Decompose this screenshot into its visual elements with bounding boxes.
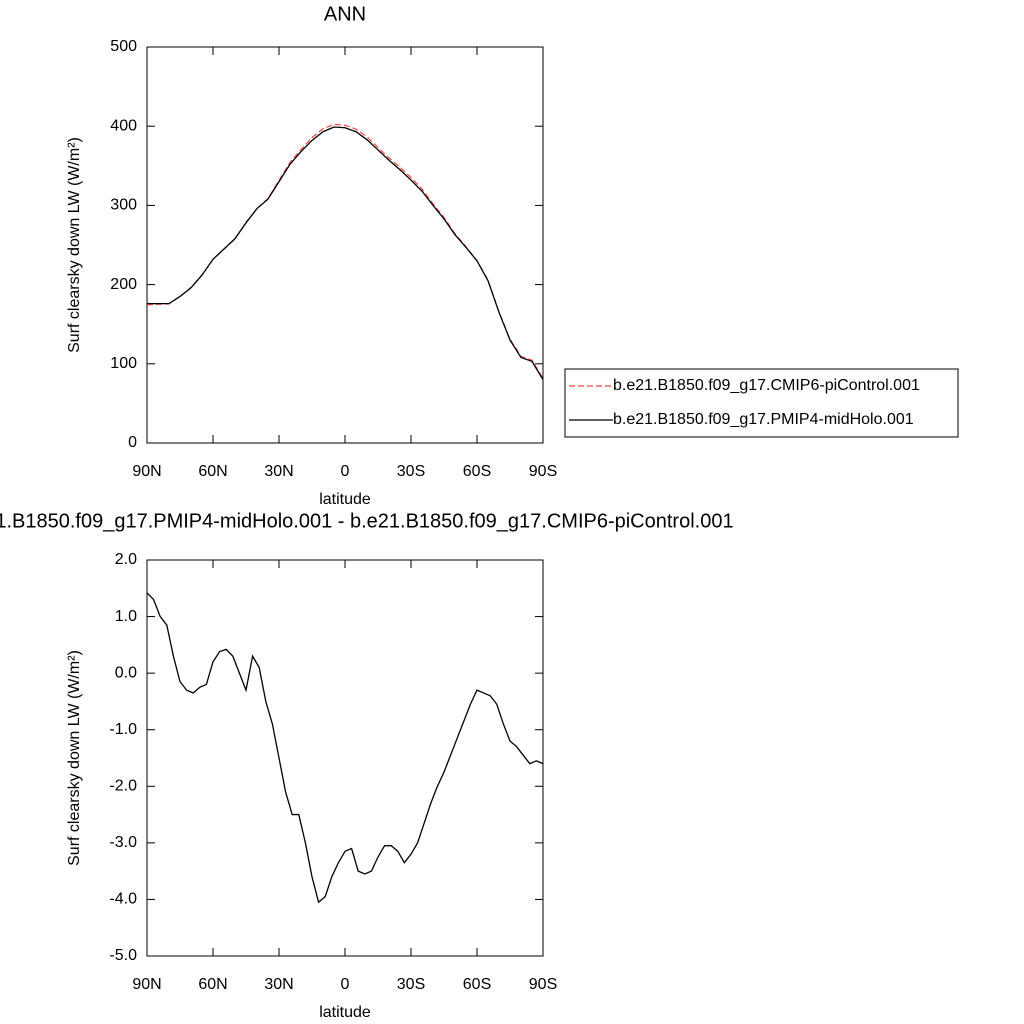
y-tick-label: -4.0 [109, 891, 137, 908]
x-tick-label: 0 [341, 463, 350, 480]
legend-label: b.e21.B1850.f09_g17.PMIP4-midHolo.001 [613, 411, 914, 428]
plot-frame [146, 46, 544, 444]
data-line [147, 126, 544, 380]
y-tick-label: 0.0 [115, 664, 137, 681]
y-tick-label: -2.0 [109, 778, 137, 795]
legend-label: b.e21.B1850.f09_g17.CMIP6-piControl.001 [613, 377, 920, 394]
y-axis-label: Surf clearsky down LW (W/m²) [66, 137, 83, 353]
y-tick-label: -5.0 [109, 947, 137, 964]
y-tick-label: 1.0 [115, 608, 137, 625]
y-tick-label: 400 [110, 117, 137, 134]
plot: ANN latitude Surf clearsky down LW (W/m²) 0… [66, 3, 959, 508]
x-tick-label: 30N [264, 976, 293, 993]
y-tick-label: 2.0 [115, 551, 137, 568]
data-line [146, 592, 544, 904]
chart-title: ANN [324, 3, 366, 25]
y-tick-label: 200 [110, 276, 137, 293]
x-tick-label: 0 [341, 976, 350, 993]
y-tick-label: 100 [110, 355, 137, 372]
x-tick-label: 60S [463, 976, 491, 993]
x-tick-label: 30N [264, 463, 293, 480]
y-tick-label: 0 [128, 434, 137, 451]
x-tick-label: 90N [132, 976, 161, 993]
plot: b.e21.B1850.f09_g17.PMIP4-midHolo.001 - … [0, 510, 734, 1021]
y-tick-label: 500 [110, 38, 137, 55]
x-tick-label: 30S [397, 463, 425, 480]
y-tick-label: -1.0 [109, 721, 137, 738]
chart-title: b.e21.B1850.f09_g17.PMIP4-midHolo.001 - … [0, 510, 734, 532]
x-tick-label: 60N [198, 463, 227, 480]
x-axis-label: latitude [319, 491, 371, 508]
data-line [146, 123, 544, 379]
x-tick-label: 60S [463, 463, 491, 480]
y-tick-label: 300 [110, 197, 137, 214]
x-tick-label: 30S [397, 976, 425, 993]
x-tick-label: 90N [132, 463, 161, 480]
x-tick-label: 60N [198, 976, 227, 993]
legend-box [564, 368, 959, 438]
y-axis-label: Surf clearsky down LW (W/m²) [66, 650, 83, 866]
x-axis-label: latitude [319, 1004, 371, 1021]
y-tick-label: -3.0 [109, 834, 137, 851]
x-tick-label: 90S [529, 463, 557, 480]
x-tick-label: 90S [529, 976, 557, 993]
plot-frame [146, 559, 544, 957]
